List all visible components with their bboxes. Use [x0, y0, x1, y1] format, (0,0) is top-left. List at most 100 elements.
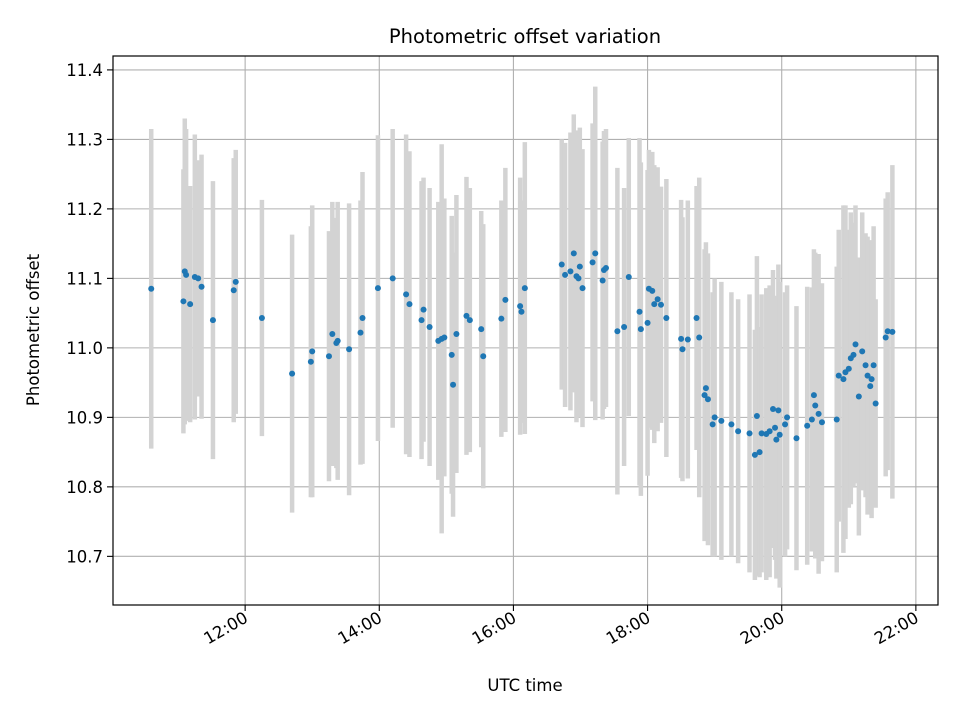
data-point-19 — [346, 346, 353, 353]
data-point-75 — [702, 385, 709, 392]
data-point-11 — [258, 314, 265, 321]
data-point-118 — [872, 400, 879, 407]
data-point-42 — [518, 308, 525, 315]
data-point-120 — [884, 328, 891, 335]
y-tick-label-7: 11.4 — [66, 61, 103, 80]
data-point-37 — [478, 326, 485, 333]
data-point-36 — [466, 317, 473, 324]
data-point-101 — [815, 410, 822, 417]
data-point-7 — [198, 283, 205, 290]
data-point-76 — [704, 396, 711, 403]
data-point-84 — [753, 412, 760, 419]
data-point-45 — [562, 271, 569, 278]
data-point-1 — [180, 298, 187, 305]
data-point-69 — [678, 335, 685, 342]
data-point-78 — [711, 414, 718, 421]
data-point-6 — [195, 275, 202, 282]
data-point-117 — [870, 362, 877, 369]
data-point-21 — [359, 314, 366, 321]
y-tick-label-5: 11.2 — [66, 200, 103, 219]
data-point-41 — [517, 303, 524, 310]
data-point-99 — [810, 392, 817, 399]
data-point-39 — [498, 315, 505, 322]
data-point-25 — [406, 301, 413, 308]
data-point-92 — [775, 407, 782, 414]
data-point-95 — [784, 414, 791, 421]
data-point-96 — [793, 435, 800, 442]
y-axis-title: Photometric offset — [24, 253, 43, 406]
data-point-26 — [418, 317, 425, 324]
data-point-49 — [575, 275, 582, 282]
data-point-94 — [782, 421, 789, 428]
data-point-107 — [845, 365, 852, 372]
data-point-14 — [309, 348, 316, 355]
data-point-58 — [621, 324, 628, 331]
data-point-20 — [357, 329, 364, 336]
data-point-10 — [232, 278, 239, 285]
data-point-109 — [850, 351, 857, 358]
data-point-22 — [374, 285, 381, 292]
data-point-44 — [558, 261, 565, 268]
data-point-90 — [772, 424, 779, 431]
y-tick-label-2: 10.9 — [66, 408, 103, 427]
data-point-62 — [644, 319, 651, 326]
data-point-23 — [389, 275, 396, 282]
data-point-28 — [426, 324, 433, 331]
data-point-52 — [589, 259, 596, 266]
data-point-88 — [766, 428, 773, 435]
data-point-105 — [840, 376, 847, 383]
data-point-68 — [663, 314, 670, 321]
data-point-43 — [521, 285, 528, 292]
data-point-51 — [579, 285, 586, 292]
data-point-9 — [230, 287, 237, 294]
data-point-13 — [307, 358, 314, 365]
data-point-83 — [751, 451, 758, 458]
data-point-81 — [735, 428, 742, 435]
data-point-67 — [657, 301, 664, 308]
data-point-79 — [718, 417, 725, 424]
data-point-8 — [209, 317, 216, 324]
y-axis-ticks: 10.7 10.8 10.9 11.0 11.1 11.2 11.3 11.4 — [66, 61, 113, 566]
data-point-114 — [864, 372, 871, 379]
data-point-65 — [651, 301, 658, 308]
data-point-16 — [329, 330, 336, 337]
data-point-0 — [148, 285, 155, 292]
data-point-54 — [599, 277, 606, 284]
data-point-80 — [728, 421, 735, 428]
data-point-91 — [773, 436, 780, 443]
data-point-111 — [855, 393, 862, 400]
data-point-77 — [709, 421, 716, 428]
data-point-61 — [637, 326, 644, 333]
data-point-97 — [804, 422, 811, 429]
data-point-57 — [614, 328, 621, 335]
data-point-35 — [463, 312, 470, 319]
data-point-24 — [403, 291, 410, 298]
data-point-104 — [835, 372, 842, 379]
data-point-59 — [625, 273, 632, 280]
data-point-103 — [833, 416, 840, 423]
data-point-100 — [812, 402, 819, 409]
data-point-115 — [867, 383, 874, 390]
data-point-4 — [187, 301, 194, 308]
data-point-113 — [862, 362, 869, 369]
y-tick-label-3: 11.0 — [66, 339, 103, 358]
data-point-121 — [889, 328, 896, 335]
data-point-50 — [576, 263, 583, 270]
data-point-64 — [649, 287, 656, 294]
data-point-71 — [684, 336, 691, 343]
data-point-73 — [696, 334, 703, 341]
y-tick-label-4: 11.1 — [66, 269, 103, 288]
data-point-116 — [868, 376, 875, 383]
y-tick-label-0: 10.7 — [66, 547, 103, 566]
data-point-27 — [420, 306, 427, 313]
data-point-53 — [592, 250, 599, 257]
data-point-82 — [746, 430, 753, 437]
data-point-33 — [450, 381, 457, 388]
chart-title: Photometric offset variation — [389, 25, 661, 48]
data-point-3 — [183, 271, 190, 278]
data-point-47 — [570, 250, 577, 257]
data-point-102 — [818, 419, 825, 426]
data-point-72 — [693, 314, 700, 321]
data-point-66 — [654, 296, 661, 303]
